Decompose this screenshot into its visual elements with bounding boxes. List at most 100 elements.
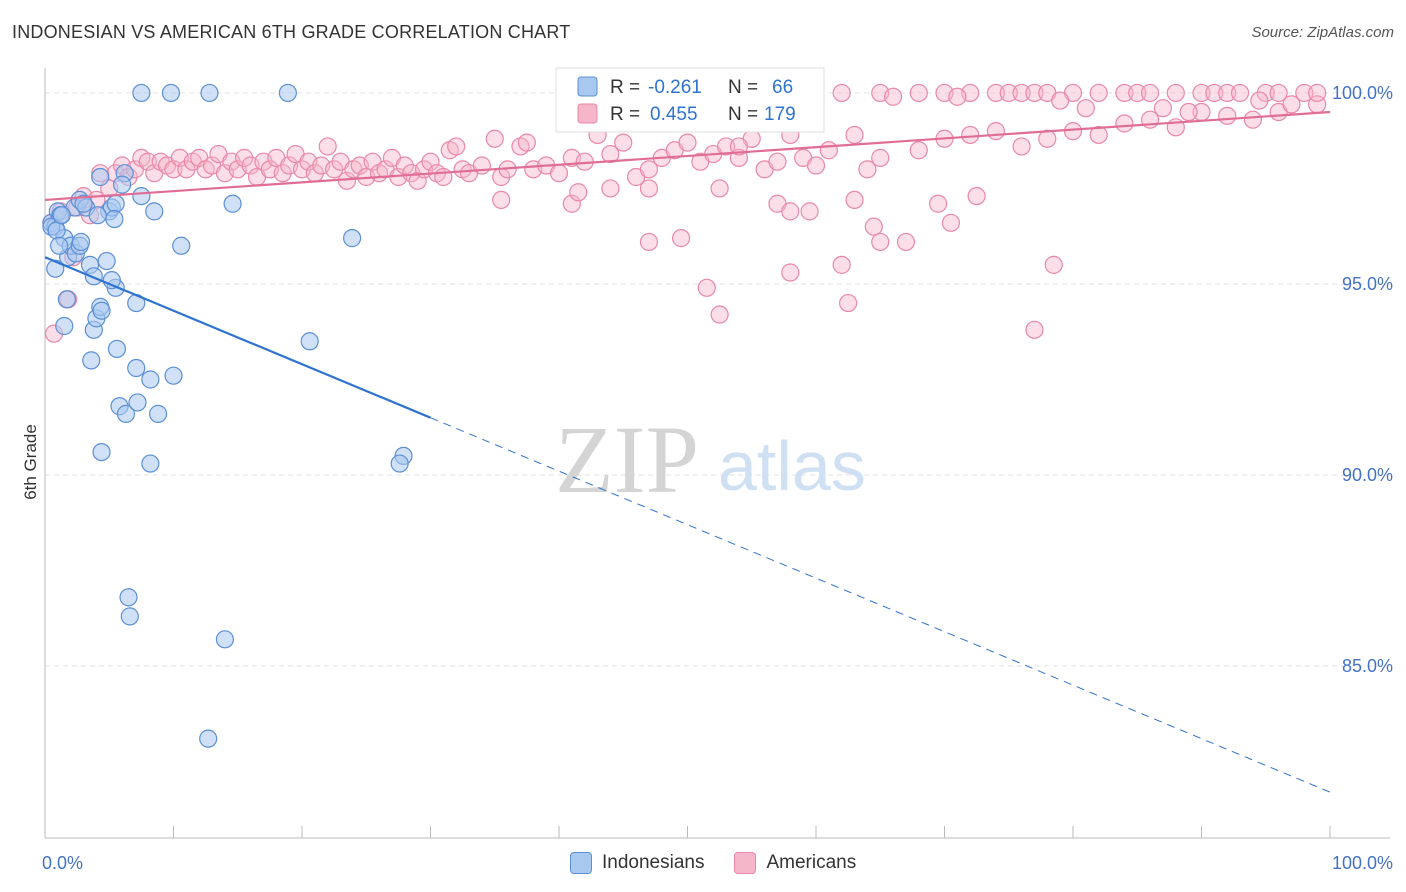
legend-item-americans: Americans [734,852,856,874]
indonesian-point-15 [57,290,76,309]
american-point-75 [549,164,569,183]
indonesians-trend-dashed [430,417,1331,793]
indonesian-point-43 [148,404,168,423]
american-point-173 [1250,91,1269,110]
indonesian-point-62 [74,194,93,213]
american-point-88 [716,137,736,156]
american-point-158 [1166,83,1185,103]
american-point-126 [928,194,948,213]
legend-swatch-indonesians [577,76,598,97]
legend-n-value-2: 179 [764,104,796,125]
stats-legend: R = -0.261 N = 66 R = 0.455 N = 179 [555,67,825,133]
american-point-141 [729,137,749,156]
indonesian-point-18 [82,351,101,370]
american-point-116 [492,190,511,210]
x-tick-label-1: 100.0% [1332,853,1393,873]
indonesian-point-28 [105,209,124,229]
american-point-172 [1179,102,1198,122]
american-point-124 [800,202,819,221]
y-tick-label-0: 100.0% [1332,83,1393,103]
indonesians-trend-solid [44,256,431,419]
american-point-96 [819,141,838,160]
american-point-150 [1012,83,1031,103]
american-point-128 [967,186,986,206]
american-point-102 [961,125,980,145]
indonesian-point-37 [127,358,146,378]
american-point-134 [832,255,851,274]
american-point-123 [781,202,800,221]
indonesian-point-36 [107,339,127,359]
american-point-31 [235,148,254,167]
american-point-85 [678,133,697,152]
indonesian-point-24 [97,251,116,271]
american-point-133 [781,263,800,282]
x-tick-label-0: 0.0% [42,853,83,873]
indonesian-point-30 [91,167,110,187]
indonesian-point-41 [116,404,136,423]
indonesian-point-61 [71,232,91,252]
legend-r-label-1: R = [610,77,640,98]
y-tick-labels: 100.0% 95.0% 90.0% 85.0% [1332,83,1393,676]
american-point-121 [710,179,729,198]
american-point-104 [1012,137,1031,156]
indonesian-point-31 [132,186,151,206]
american-point-132 [710,305,729,324]
american-point-131 [697,278,716,297]
indonesian-point-16 [55,316,74,336]
american-point-163 [1256,83,1275,103]
american-point-174 [1282,95,1301,114]
indonesian-point-42 [128,393,147,412]
indonesian-point-38 [141,370,160,389]
axes [44,68,1390,839]
american-point-149 [999,83,1018,103]
legend-swatch-americans [577,103,598,124]
american-point-72 [517,133,536,152]
american-point-151 [1025,83,1044,103]
indonesian-point-55 [120,607,139,626]
american-point-155 [1115,83,1134,103]
american-point-148 [986,83,1006,103]
american-point-95 [806,156,826,175]
american-point-154 [1089,83,1108,103]
y-tick-label-2: 90.0% [1342,465,1393,485]
american-point-157 [1140,83,1160,103]
grid-lines [45,92,1390,667]
american-point-58 [408,171,427,190]
american-point-166 [1308,83,1327,103]
indonesian-point-48 [300,332,319,351]
indonesian-point-54 [119,588,138,607]
indonesian-point-34 [223,194,242,213]
indonesian-point-65 [88,206,107,225]
american-point-169 [1051,91,1070,110]
american-point-130 [671,229,691,248]
american-point-108 [1115,114,1134,133]
american-point-160 [1205,83,1224,103]
legend-label-americans: Americans [766,852,857,873]
american-point-106 [1063,122,1083,141]
indonesian-point-39 [164,366,183,385]
watermark-zip: ZIP [555,406,699,513]
american-point-16 [138,152,157,171]
american-point-119 [601,179,620,198]
legend-label-indonesians: Indonesians [602,852,705,873]
american-point-168 [948,87,967,106]
legend-r-value-2: 0.455 [650,104,698,125]
american-point-118 [569,183,588,202]
american-point-79 [601,144,620,164]
american-point-165 [1295,83,1314,103]
indonesian-point-49 [343,229,362,248]
legend-n-label-2: N = [728,104,758,125]
trend-lines [44,110,1331,793]
american-point-103 [986,122,1006,141]
indonesian-point-44 [92,442,111,462]
indonesian-point-45 [141,454,160,473]
indonesian-point-53 [278,83,297,103]
american-point-100 [909,141,928,160]
american-point-97 [845,125,864,145]
american-point-139 [1044,255,1063,274]
legend-r-label-2: R = [610,104,640,125]
american-point-135 [839,293,858,313]
indonesian-point-47 [390,454,409,473]
indonesian-point-57 [199,729,218,748]
legend-item-indonesians: Indonesians [570,852,704,874]
